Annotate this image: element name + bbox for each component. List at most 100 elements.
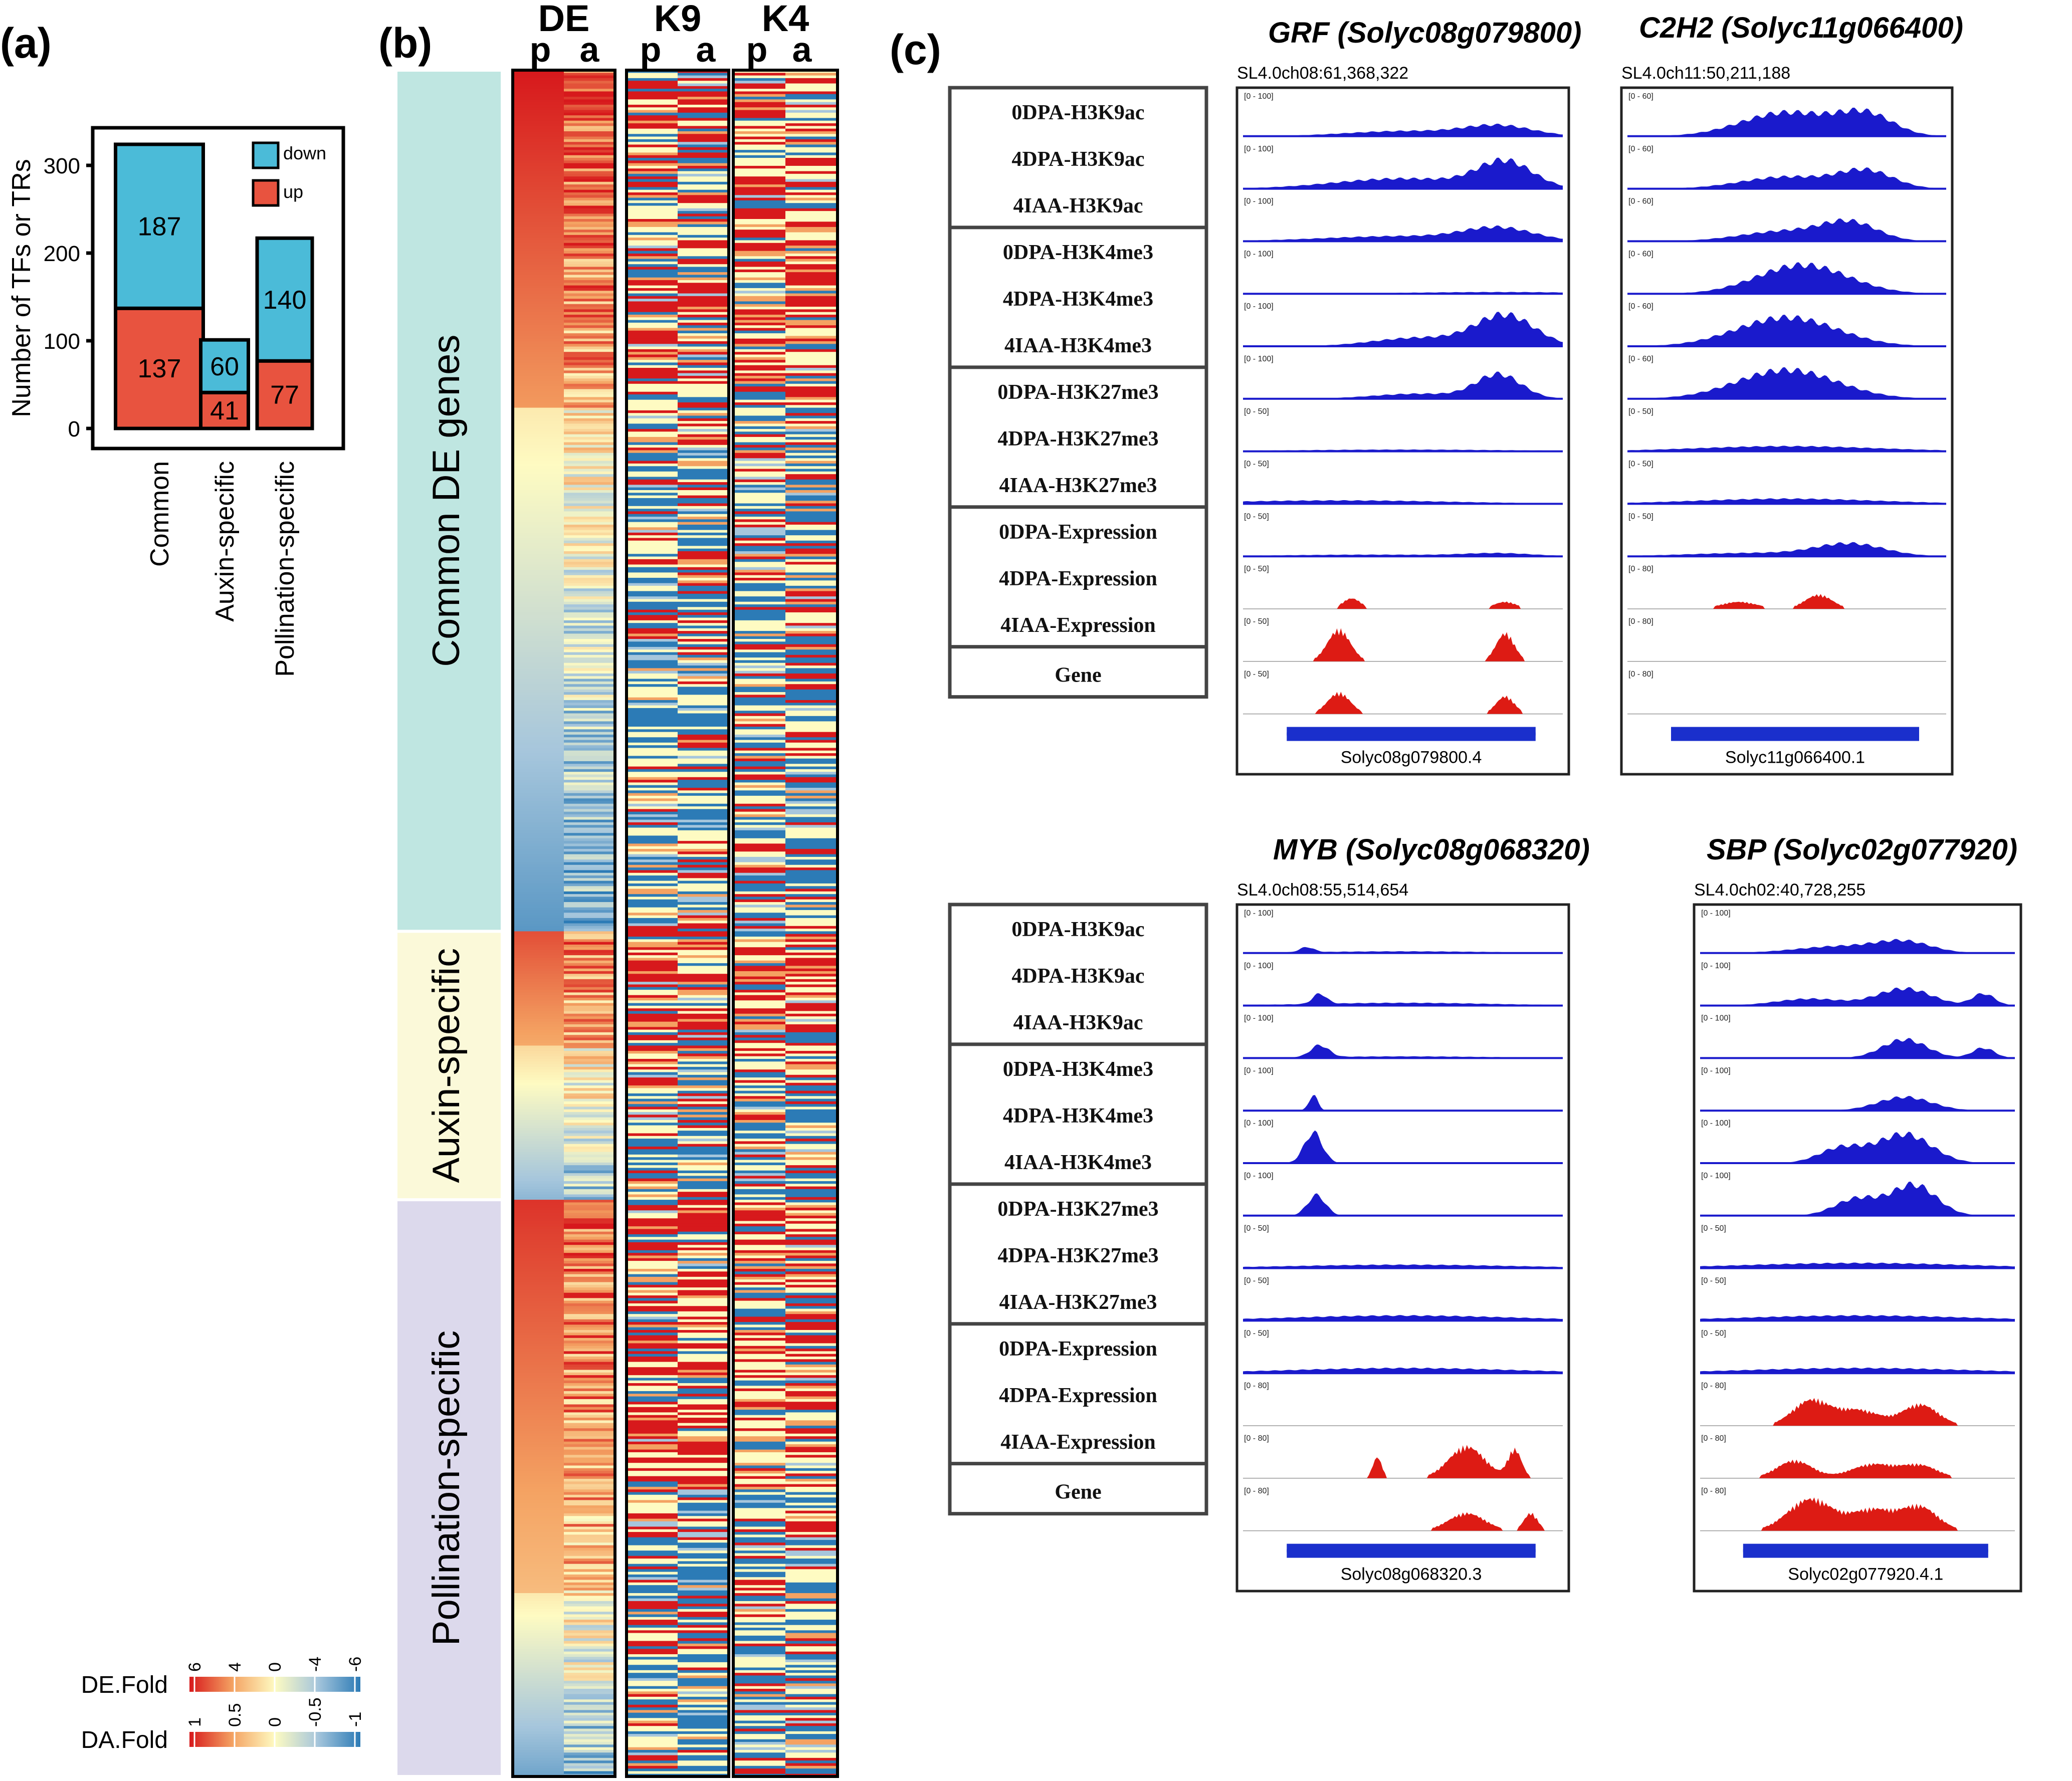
heat-cell-de-a	[564, 1736, 615, 1740]
heat-cell-k9	[678, 171, 729, 174]
heat-cell-k4	[785, 1649, 838, 1652]
heat-cell-k4	[733, 370, 785, 374]
heat-cell-k9	[627, 843, 678, 847]
heat-cell-k4	[733, 221, 785, 225]
heat-cell-de-p	[513, 1641, 564, 1644]
heat-cell-de-p	[513, 1593, 564, 1596]
signal-track	[1243, 292, 1563, 294]
heat-cell-k9	[627, 293, 678, 297]
heat-cell-k4	[785, 1534, 838, 1538]
heat-cell-k4	[733, 1585, 785, 1589]
heat-cell-de-p	[513, 110, 564, 113]
heat-cell-k4	[785, 1245, 838, 1248]
heat-cell-de-a	[564, 1284, 615, 1288]
heat-cell-de-p	[513, 1085, 564, 1088]
heat-cell-k9	[678, 883, 729, 886]
heat-cell-k9	[678, 152, 729, 156]
legend-swatch-down	[252, 141, 280, 169]
heat-cell-k4	[785, 777, 838, 780]
heat-cell-de-a	[564, 1532, 615, 1535]
heat-cell-k9	[678, 1691, 729, 1695]
heat-cell-de-p	[513, 1019, 564, 1022]
heat-cell-k9	[678, 123, 729, 126]
heat-cell-k4	[733, 485, 785, 488]
heat-cell-de-a	[564, 1460, 615, 1463]
heat-cell-k4	[733, 1500, 785, 1503]
heat-cell-k4	[733, 673, 785, 677]
heat-cell-de-a	[564, 1274, 615, 1277]
heat-cell-de-a	[564, 795, 615, 799]
heat-cell-k4	[733, 1635, 785, 1639]
heat-cell-de-a	[564, 275, 615, 278]
heat-cell-k9	[678, 838, 729, 841]
signal-track	[1243, 1193, 1563, 1216]
heat-cell-k9	[678, 1245, 729, 1248]
heat-cell-de-a	[564, 1726, 615, 1729]
heat-cell-k4	[733, 708, 785, 711]
heat-cell-k4	[733, 1202, 785, 1206]
heat-cell-k9	[678, 1712, 729, 1716]
heat-cell-k4	[733, 854, 785, 857]
heat-cell-k4	[785, 136, 838, 140]
heat-cell-k9	[627, 617, 678, 621]
heat-cell-de-p	[513, 843, 564, 847]
track-label: 4IAA-Expression	[1000, 1431, 1156, 1454]
legend-label-up: up	[283, 181, 303, 202]
heat-cell-k9	[627, 227, 678, 230]
heat-cell-k9	[678, 1043, 729, 1046]
heat-cell-k9	[678, 99, 729, 103]
heat-cell-k9	[627, 1765, 678, 1769]
heat-cell-de-a	[564, 1093, 615, 1096]
heat-cell-k4	[785, 788, 838, 791]
heat-cell-de-p	[513, 314, 564, 318]
heat-cell-de-p	[513, 1460, 564, 1463]
heat-cell-k9	[678, 1742, 729, 1745]
heat-cell-de-p	[513, 798, 564, 802]
heat-cell-k9	[627, 317, 678, 321]
heat-cell-k4	[733, 1388, 785, 1392]
heat-cell-k9	[678, 1542, 729, 1546]
heat-cell-de-p	[513, 1646, 564, 1650]
heat-cell-k4	[785, 1154, 838, 1158]
heat-cell-k4	[785, 1425, 838, 1429]
heat-cell-k4	[733, 1090, 785, 1094]
heat-cell-k4	[785, 580, 838, 584]
heat-cell-k4	[733, 554, 785, 557]
signal-track	[1243, 993, 1563, 1006]
heat-cell-de-a	[564, 1186, 615, 1190]
heat-cell-k4	[733, 1271, 785, 1275]
heat-cell-de-p	[513, 1005, 564, 1009]
heat-cell-de-a	[564, 1739, 615, 1742]
heat-cell-de-p	[513, 1136, 564, 1139]
heat-cell-de-p	[513, 1665, 564, 1668]
heat-cell-k4	[785, 880, 838, 884]
heat-cell-de-a	[564, 243, 615, 246]
heat-cell-de-p	[513, 607, 564, 610]
heat-cell-de-p	[513, 1620, 564, 1623]
heat-cell-k9	[627, 609, 678, 613]
track-label: Gene	[1055, 664, 1101, 687]
heat-cell-k4	[733, 1620, 785, 1623]
heat-cell-k4	[733, 793, 785, 796]
heat-cell-de-p	[513, 1202, 564, 1206]
heat-cell-k4	[785, 189, 838, 193]
heat-cell-k4	[785, 982, 838, 985]
heat-cell-k4	[733, 375, 785, 379]
heat-cell-de-a	[564, 221, 615, 225]
heat-cell-de-a	[564, 990, 615, 993]
heat-cell-de-a	[564, 1306, 615, 1309]
heat-cell-k9	[627, 899, 678, 903]
heat-cell-de-a	[564, 248, 615, 252]
heat-cell-k4	[785, 851, 838, 855]
heat-cell-k4	[785, 856, 838, 860]
heat-cell-k4	[733, 742, 785, 746]
heat-cell-de-p	[513, 1569, 564, 1573]
heat-cell-k4	[785, 950, 838, 953]
heat-cell-de-a	[564, 1221, 615, 1224]
heat-cell-de-a	[564, 439, 615, 443]
heat-cell-k4	[785, 660, 838, 663]
heat-cell-k4	[785, 307, 838, 310]
heat-cell-de-a	[564, 695, 615, 698]
heat-cell-k4	[733, 211, 785, 214]
track-label: 4DPA-H3K4me3	[1003, 1104, 1153, 1128]
